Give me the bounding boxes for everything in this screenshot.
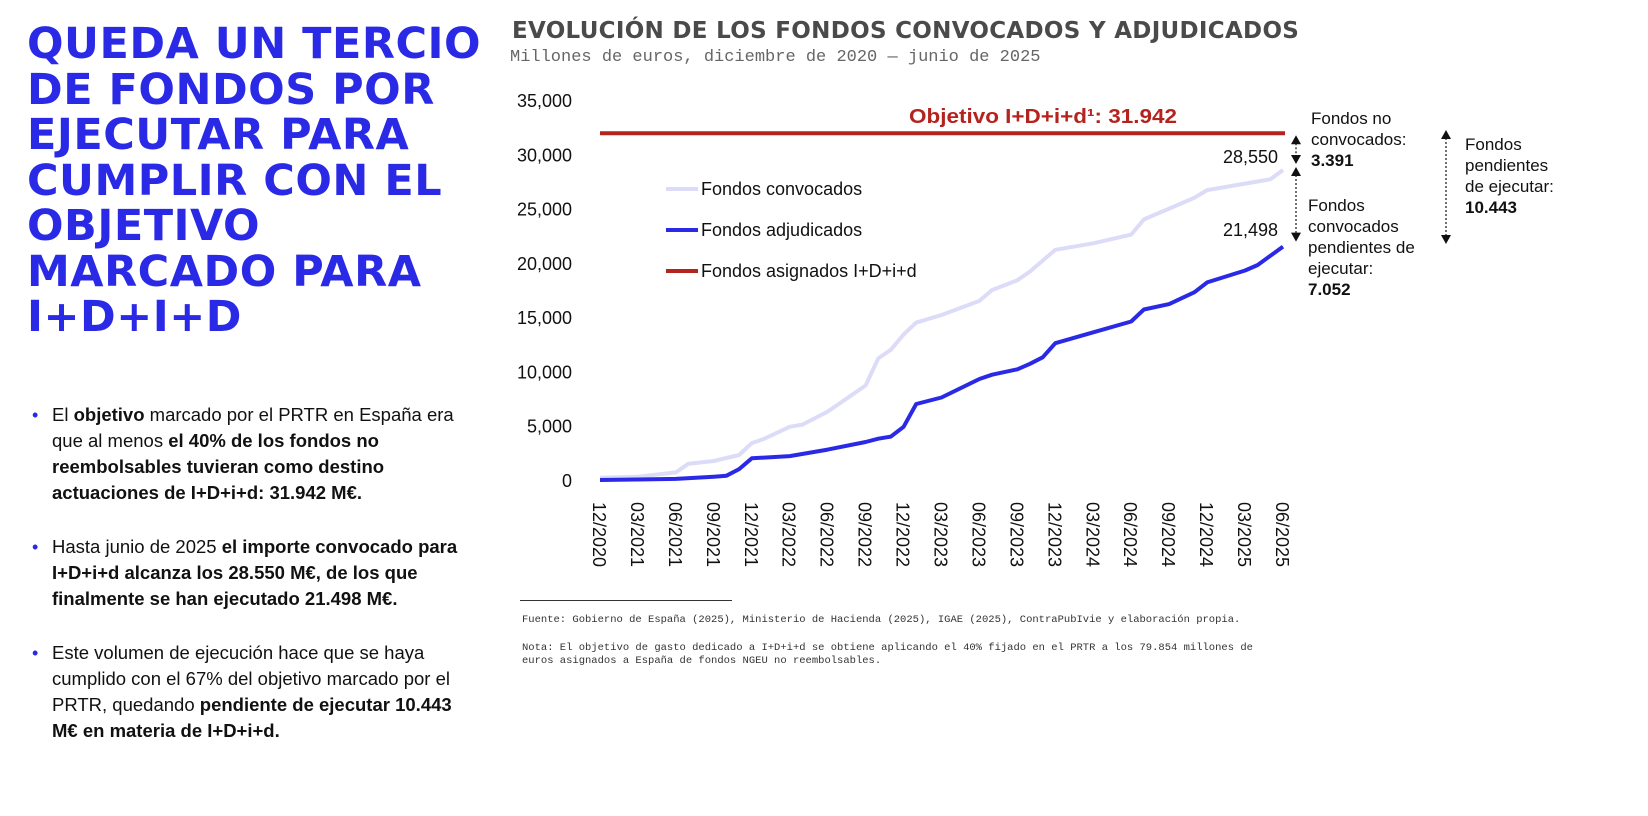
convocados-last-label: 28,550 bbox=[1223, 147, 1278, 167]
pendientes-convocados-annotation: Fondos convocados pendientes de ejecutar… bbox=[1308, 195, 1448, 300]
x-tick-label: 03/2023 bbox=[931, 502, 951, 567]
x-tick-label: 09/2024 bbox=[1158, 502, 1178, 567]
convocados-line bbox=[599, 168, 1285, 480]
pendientes-convocados-arrow-arrowhead-up bbox=[1291, 167, 1301, 177]
target-label: Objetivo I+D+i+d¹: 31.942 bbox=[909, 106, 1177, 128]
chart-title: EVOLUCIÓN DE LOS FONDOS CONVOCADOS Y ADJ… bbox=[512, 18, 1300, 44]
y-tick-label: 30,000 bbox=[517, 145, 572, 165]
bullet-list: El objetivo marcado por el PRTR en Españ… bbox=[30, 402, 480, 772]
pendientes-total-annotation: Fondos pendientes de ejecutar: 10.443 bbox=[1465, 134, 1565, 218]
no-convocados-label: Fondos no convocados: bbox=[1311, 109, 1407, 149]
bullet-text: marcado por el PRTR en España era que al… bbox=[52, 404, 454, 451]
bullet-text: Este volumen de ejecución hace que se ha… bbox=[52, 642, 450, 715]
x-tick-label: 03/2021 bbox=[627, 502, 647, 567]
no-convocados-value: 3.391 bbox=[1311, 151, 1354, 170]
method-note: Nota: El objetivo de gasto dedicado a I+… bbox=[522, 642, 1253, 667]
legend-label: Fondos convocados bbox=[701, 179, 862, 199]
bullet-text: Hasta junio de 2025 bbox=[52, 536, 222, 557]
bullet-text: El bbox=[52, 404, 74, 425]
chart-subtitle: Millones de euros, diciembre de 2020 — j… bbox=[510, 48, 1041, 67]
pendientes-total-value: 10.443 bbox=[1465, 198, 1517, 217]
bullet-emphasis: objetivo bbox=[73, 404, 145, 425]
source-note: Fuente: Gobierno de España (2025), Minis… bbox=[522, 614, 1241, 626]
y-tick-label: 5,000 bbox=[527, 417, 572, 437]
y-tick-label: 25,000 bbox=[517, 200, 572, 220]
x-tick-label: 09/2022 bbox=[855, 502, 875, 567]
y-tick-label: 20,000 bbox=[517, 254, 572, 274]
x-tick-label: 06/2025 bbox=[1272, 502, 1292, 567]
headline: Queda un tercio de fondos por ejecutar p… bbox=[27, 19, 482, 342]
x-tick-label: 03/2025 bbox=[1234, 502, 1254, 567]
bullet-emphasis: el 40% de los fondos no reembolsables tu… bbox=[52, 430, 385, 503]
x-tick-label: 09/2023 bbox=[1006, 502, 1026, 567]
y-tick-label: 10,000 bbox=[517, 362, 572, 382]
x-tick-label: 06/2022 bbox=[817, 502, 837, 567]
bullet-item: Este volumen de ejecución hace que se ha… bbox=[30, 640, 480, 744]
adjudicados-line bbox=[599, 244, 1285, 482]
no-convocados-arrow-arrowhead-up bbox=[1291, 135, 1301, 145]
x-tick-label: 12/2024 bbox=[1196, 502, 1216, 567]
x-tick-label: 06/2021 bbox=[665, 502, 685, 567]
bullet-emphasis: pendiente de ejecutar 10.443 M€ en mater… bbox=[52, 694, 452, 741]
pendientes-total-arrow-arrowhead-down bbox=[1441, 235, 1451, 244]
y-tick-label: 35,000 bbox=[517, 91, 572, 111]
x-tick-label: 12/2021 bbox=[741, 502, 761, 567]
pendientes-convocados-value: 7.052 bbox=[1308, 280, 1351, 299]
no-convocados-annotation: Fondos no convocados: 3.391 bbox=[1311, 108, 1441, 171]
x-tick-label: 06/2024 bbox=[1120, 502, 1140, 567]
bullet-item: Hasta junio de 2025 el importe convocado… bbox=[30, 534, 480, 612]
bullet-item: El objetivo marcado por el PRTR en Españ… bbox=[30, 402, 480, 506]
x-tick-label: 06/2023 bbox=[968, 502, 988, 567]
bullet-emphasis: el importe convocado para I+D+i+d alcanz… bbox=[52, 536, 458, 609]
no-convocados-arrow-arrowhead-down bbox=[1291, 155, 1301, 165]
legend-label: Fondos adjudicados bbox=[701, 220, 862, 240]
x-tick-label: 03/2022 bbox=[779, 502, 799, 567]
pendientes-total-arrow-arrowhead-up bbox=[1441, 130, 1451, 139]
x-tick-label: 09/2021 bbox=[703, 502, 723, 567]
x-tick-label: 03/2024 bbox=[1082, 502, 1102, 567]
legend-label: Fondos asignados I+D+i+d bbox=[701, 261, 917, 281]
x-tick-label: 12/2022 bbox=[893, 502, 913, 567]
adjudicados-last-label: 21,498 bbox=[1223, 220, 1278, 240]
y-tick-label: 0 bbox=[562, 471, 572, 491]
y-tick-label: 15,000 bbox=[517, 308, 572, 328]
footnote-divider bbox=[520, 600, 732, 601]
x-tick-label: 12/2023 bbox=[1044, 502, 1064, 567]
x-tick-label: 12/2020 bbox=[589, 502, 609, 567]
pendientes-convocados-arrow-arrowhead-down bbox=[1291, 232, 1301, 242]
pendientes-convocados-label: Fondos convocados pendientes de ejecutar… bbox=[1308, 196, 1415, 278]
pendientes-total-label: Fondos pendientes de ejecutar: bbox=[1465, 135, 1554, 196]
